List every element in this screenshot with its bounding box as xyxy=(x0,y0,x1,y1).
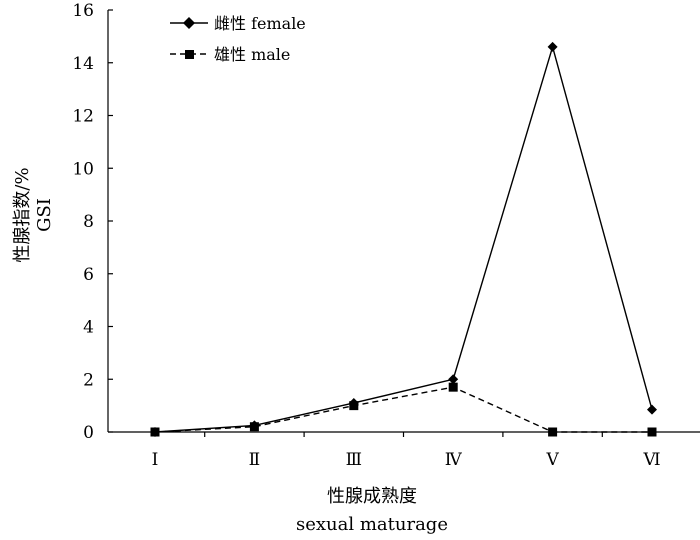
male-data-point xyxy=(448,382,458,392)
legend-female-marker xyxy=(183,17,195,29)
y-axis-title: 性腺指数/% GSI xyxy=(12,167,55,262)
male-data-point xyxy=(548,427,558,437)
axes xyxy=(107,10,700,433)
x-axis-title-cn: 性腺成熟度 xyxy=(327,486,417,507)
x-tick-label: Ⅰ xyxy=(152,450,159,470)
x-tick-label: Ⅲ xyxy=(346,450,362,470)
legend: 雌性 female 雄性 male xyxy=(170,14,306,64)
legend-male-marker xyxy=(185,50,194,59)
male-data-point xyxy=(249,422,259,432)
y-tick-label: 16 xyxy=(72,1,94,21)
series-line-female xyxy=(154,44,653,433)
legend-female-label: 雌性 female xyxy=(214,14,306,33)
female-data-point xyxy=(547,41,558,52)
x-axis-title-en: sexual maturage xyxy=(296,514,448,535)
y-tick-label: 10 xyxy=(72,159,94,179)
x-tick-label: Ⅵ xyxy=(642,450,660,470)
x-ticks: Ⅰ Ⅱ Ⅲ Ⅳ Ⅴ Ⅵ xyxy=(152,432,661,470)
y-tick-label: 14 xyxy=(72,54,94,74)
legend-item-female: 雌性 female xyxy=(170,14,306,33)
y-ticks: 0 2 4 6 8 10 12 14 16 xyxy=(72,1,113,443)
y-tick-label: 2 xyxy=(83,370,94,390)
male-data-point xyxy=(150,427,160,437)
x-tick-label: Ⅱ xyxy=(249,450,261,470)
female-data-point xyxy=(448,374,459,385)
y-axis-title-cn: 性腺指数/% xyxy=(12,167,33,262)
x-axis-title: 性腺成熟度 sexual maturage xyxy=(296,486,448,535)
series-layer xyxy=(150,41,657,437)
legend-male-label: 雄性 male xyxy=(214,45,290,64)
y-tick-label: 6 xyxy=(83,265,94,285)
x-tick-label: Ⅳ xyxy=(445,450,463,470)
y-tick-label: 8 xyxy=(83,212,94,232)
series-line-male xyxy=(154,386,652,433)
male-data-point xyxy=(647,427,657,437)
y-tick-label: 0 xyxy=(83,423,94,443)
y-tick-label: 12 xyxy=(72,107,94,127)
female-data-point xyxy=(647,404,657,415)
y-tick-label: 4 xyxy=(83,318,94,338)
y-axis-title-en: GSI xyxy=(34,198,55,232)
male-data-point xyxy=(349,401,359,411)
legend-item-male: 雄性 male xyxy=(170,45,290,64)
x-tick-label: Ⅴ xyxy=(545,450,559,470)
